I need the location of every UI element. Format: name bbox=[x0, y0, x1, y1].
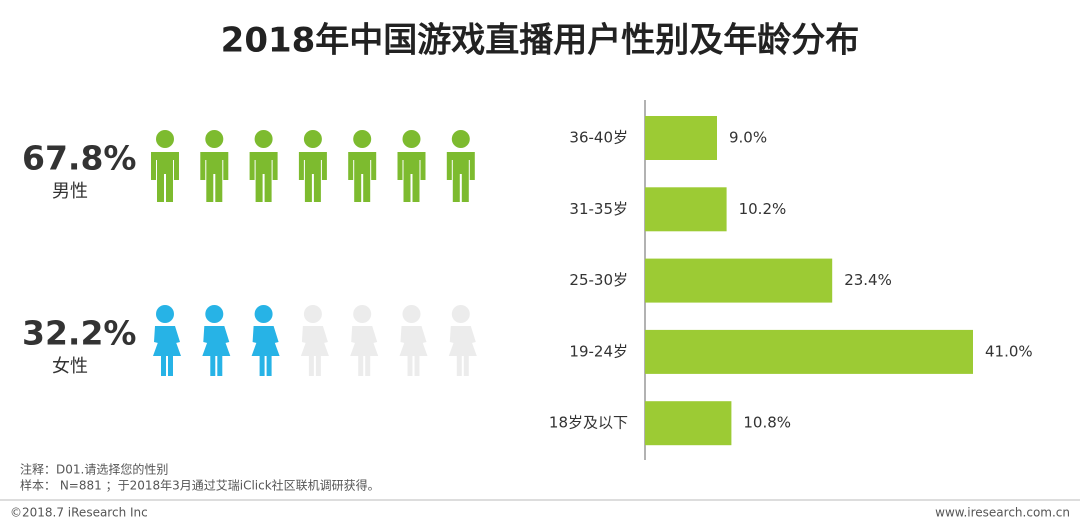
person-icon bbox=[251, 305, 280, 376]
category-label: 36-40岁 bbox=[569, 129, 628, 147]
series-name: 女性 bbox=[52, 356, 88, 377]
icon-head bbox=[156, 130, 174, 148]
value-label: 10.8% bbox=[743, 414, 791, 432]
icon-body bbox=[202, 326, 231, 376]
icon-body bbox=[153, 326, 181, 376]
note: 样本： N=881 ；于2018年3月通过艾瑞iClick社区联机调研获得。 bbox=[20, 478, 380, 493]
category-label: 19-24岁 bbox=[569, 342, 628, 360]
bar bbox=[645, 258, 833, 303]
person-icon bbox=[300, 305, 329, 376]
icon-body bbox=[200, 152, 229, 202]
icon-body bbox=[249, 152, 278, 202]
icon-head bbox=[402, 305, 421, 323]
icon-body bbox=[251, 326, 280, 376]
value-label: 41.0% bbox=[985, 342, 1033, 360]
icon-head bbox=[205, 130, 224, 148]
footer-right: www.iresearch.com.cn bbox=[935, 506, 1070, 520]
icon-head bbox=[205, 305, 224, 323]
person-icon bbox=[151, 130, 179, 202]
person-icon bbox=[350, 305, 379, 376]
icon-head bbox=[254, 130, 273, 148]
bar bbox=[645, 401, 732, 446]
icon-head bbox=[303, 305, 322, 323]
value-label: 9.0% bbox=[729, 129, 767, 147]
icon-head bbox=[303, 130, 322, 148]
person-icon bbox=[397, 130, 426, 202]
person-icon bbox=[448, 305, 477, 376]
icon-head bbox=[353, 130, 372, 148]
icon-head bbox=[156, 305, 174, 323]
note: 注释：D01.请选择您的性别 bbox=[20, 462, 168, 477]
icon-head bbox=[402, 130, 421, 148]
icon-body bbox=[151, 152, 179, 202]
icon-body bbox=[446, 152, 475, 202]
value-label: 23.4% bbox=[844, 271, 892, 289]
title: 2018年中国游戏直播用户性别及年龄分布 bbox=[221, 21, 860, 61]
person-icon bbox=[446, 130, 475, 202]
person-icon bbox=[399, 305, 428, 376]
icon-head bbox=[353, 305, 372, 323]
person-icon bbox=[348, 130, 377, 202]
series-name: 男性 bbox=[52, 181, 88, 202]
category-label: 18岁及以下 bbox=[549, 414, 628, 432]
icon-head bbox=[254, 305, 273, 323]
category-label: 31-35岁 bbox=[569, 200, 628, 218]
value-label: 32.2% bbox=[22, 314, 137, 353]
person-icon bbox=[298, 130, 327, 202]
icon-body bbox=[348, 152, 377, 202]
person-icon bbox=[200, 130, 229, 202]
icon-head bbox=[451, 130, 470, 148]
icon-body bbox=[298, 152, 327, 202]
icon-body bbox=[350, 326, 379, 376]
bar bbox=[645, 329, 973, 374]
person-icon bbox=[153, 305, 181, 376]
footer-left: ©2018.7 iResearch Inc bbox=[10, 506, 148, 520]
bar bbox=[645, 116, 717, 160]
value-label: 10.2% bbox=[739, 200, 787, 218]
category-label: 25-30岁 bbox=[569, 271, 628, 289]
icon-body bbox=[399, 326, 428, 376]
bar bbox=[645, 187, 727, 232]
value-label: 67.8% bbox=[22, 139, 137, 178]
icon-body bbox=[448, 326, 477, 376]
person-icon bbox=[249, 130, 278, 202]
icon-body bbox=[300, 326, 329, 376]
icon-head bbox=[451, 305, 470, 323]
icon-body bbox=[397, 152, 426, 202]
person-icon bbox=[202, 305, 231, 376]
